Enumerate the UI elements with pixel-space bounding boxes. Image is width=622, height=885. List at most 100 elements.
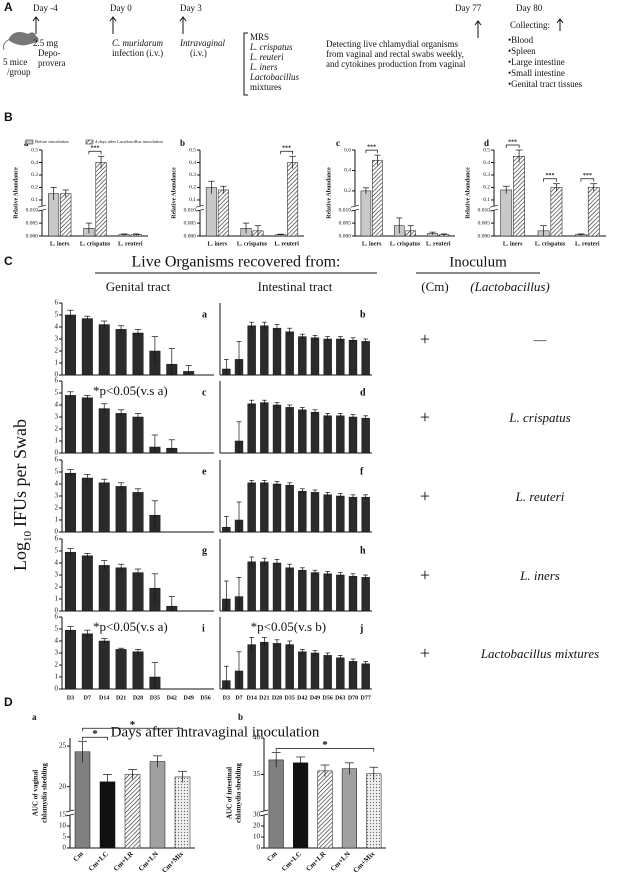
y-tick-label: 0	[55, 528, 59, 536]
legend-label: 4 days after Lactobacillus inoculation	[95, 139, 163, 144]
chart-label: c	[336, 138, 340, 148]
sig-bracket	[280, 150, 293, 155]
panel-letter: B	[4, 110, 13, 124]
y-tick-label: 0.010	[184, 207, 197, 213]
bar	[361, 577, 370, 612]
x-tick-label: D42	[297, 695, 307, 701]
treatment: L. iners	[249, 62, 278, 72]
x-tick-label: L. reuteri	[118, 241, 143, 247]
treatment: mixtures	[250, 82, 282, 92]
bar	[293, 762, 309, 849]
mice-text: /group	[7, 67, 31, 77]
inoculum-plus: +	[420, 329, 430, 349]
col-header: Genital tract	[106, 279, 171, 294]
bar	[260, 561, 269, 612]
bar	[513, 155, 525, 237]
x-tick-label: D14	[99, 695, 109, 701]
bar	[310, 337, 320, 376]
x-tick-label: D35	[284, 695, 294, 701]
y-label: AUC of intestinal	[226, 767, 234, 819]
ylabel-part: Log	[10, 542, 30, 571]
y-tick-label: 4	[55, 323, 59, 331]
sig-label: *	[130, 719, 136, 731]
bar	[317, 770, 333, 849]
x-tick-label: D42	[167, 695, 177, 701]
x-tick-label: Cm+LC	[280, 850, 303, 873]
y-label: Relative Abundance	[171, 167, 177, 219]
x-tick-label: L. reuteri	[426, 241, 451, 247]
bar	[298, 569, 307, 612]
bar	[81, 397, 93, 454]
annotation: *p<0.05(v.s a)	[93, 619, 168, 634]
bar	[323, 415, 332, 454]
chart-label: d	[484, 138, 489, 148]
bar	[260, 482, 269, 533]
y-tick-label: 0.2	[344, 188, 351, 194]
y-tick-label: 0.1	[483, 197, 490, 203]
y-tick-label: 2	[55, 504, 59, 512]
break-mark	[350, 204, 360, 212]
y-label: Relative Abundance	[13, 167, 19, 219]
y-tick-label: 5	[55, 547, 59, 555]
y-tick-label: 10	[59, 822, 67, 830]
y-tick-label: 0.2	[31, 185, 38, 191]
bar	[298, 651, 307, 690]
y-tick-label: 0.4	[483, 160, 490, 166]
bar	[336, 495, 345, 533]
bar	[272, 483, 282, 533]
chart-label: c	[202, 387, 207, 398]
x-tick-label: D70	[348, 695, 358, 701]
y-tick-label: 0.6	[344, 147, 351, 153]
break-mark	[489, 204, 499, 212]
bar	[81, 318, 93, 376]
sig-bracket	[275, 748, 375, 752]
bar	[336, 574, 345, 612]
treatment: L. reuteri	[249, 52, 284, 62]
bar	[323, 573, 332, 612]
y-tick-label: 5	[55, 625, 59, 633]
x-tick-label: D49	[310, 695, 320, 701]
sig-label: ***	[508, 139, 517, 145]
y-tick-label: 3	[55, 413, 59, 421]
chart-label: h	[360, 545, 366, 556]
bar	[260, 641, 269, 690]
day: Day 77	[455, 3, 482, 13]
collect-item: •Blood	[508, 35, 534, 45]
x-tick-label: D28	[272, 695, 282, 701]
x-tick-label: D56	[322, 695, 332, 701]
y-tick-label: 0.000	[339, 233, 352, 239]
inoculum-name: L. reuteri	[515, 489, 565, 504]
sig-bracket	[505, 144, 520, 148]
x-tick-label: L. reuteri	[274, 241, 299, 247]
y-tick-label: 2	[55, 583, 59, 591]
x-tick-label: D3	[223, 695, 230, 701]
y-tick-label: 0.1	[31, 197, 38, 203]
chart-label: a	[202, 309, 207, 320]
collect-item: •Spleen	[508, 46, 536, 56]
break-mark	[65, 809, 75, 817]
c-header: Live Organisms recovered from:	[132, 254, 341, 271]
arrows	[32, 16, 564, 96]
bar	[115, 329, 127, 376]
day: Day 3	[180, 3, 202, 13]
bar	[310, 652, 320, 690]
y-tick-label: 5	[55, 311, 59, 319]
treatment: MRS	[250, 32, 269, 42]
y-tick-label: 0.2	[483, 185, 490, 191]
y-tick-label: 0.3	[483, 172, 490, 178]
y-tick-label: 0.000	[478, 233, 491, 239]
y-tick-label: 0.5	[31, 147, 38, 153]
chart-label: a	[32, 712, 37, 722]
bar	[310, 492, 320, 533]
step-text: infection (i.v.)	[112, 48, 163, 58]
chart-label: i	[202, 623, 205, 634]
y-label: chlamydia shedding	[235, 763, 243, 823]
y-label: chlamydia shedding	[41, 763, 49, 823]
sig-label: ***	[583, 173, 592, 179]
bar	[272, 562, 282, 612]
step-text: provera	[38, 58, 65, 68]
bar	[205, 187, 217, 237]
collect-item: •Large intestine	[508, 57, 565, 67]
bar	[285, 567, 294, 612]
x-tick-label: D21	[259, 695, 269, 701]
